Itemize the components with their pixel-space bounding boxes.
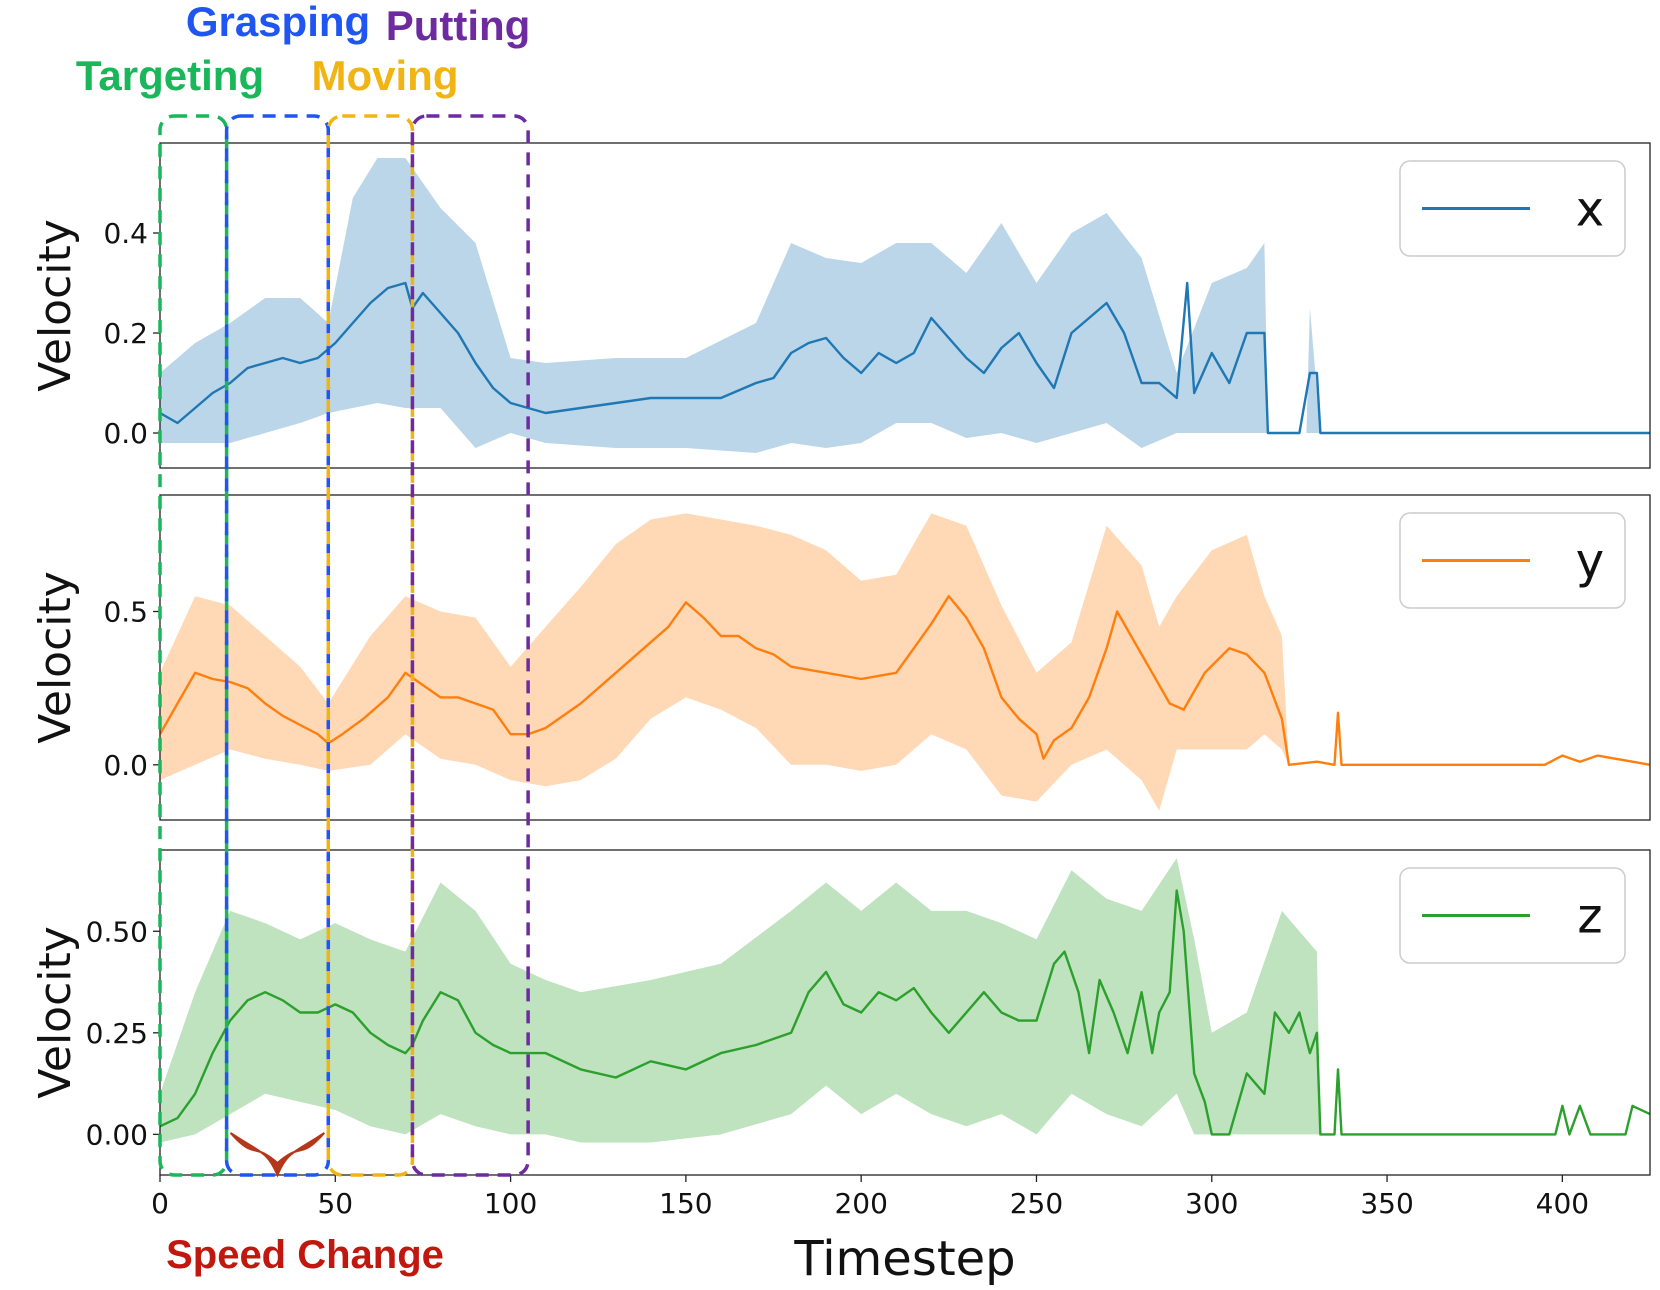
panel-x: 0.0 0.2 0.4 Velocity x	[30, 142, 1651, 469]
panel-y: 0.0 0.5 Velocity y	[30, 494, 1651, 821]
phase-label-putting: Putting	[386, 2, 531, 49]
xtick-label: 150	[659, 1187, 712, 1220]
ytick-label: 0.00	[86, 1118, 148, 1151]
ytick-label: 0.50	[86, 915, 148, 948]
phase-label-targeting: Targeting	[76, 52, 264, 99]
phase-box-putting	[410, 114, 530, 1177]
series-line-x	[159, 281, 1650, 435]
xtick-label: 200	[834, 1187, 887, 1220]
ytick-label: 0.25	[86, 1017, 148, 1050]
xtick-label: 100	[484, 1187, 537, 1220]
xtick-label: 350	[1360, 1187, 1413, 1220]
xtick-label: 0	[151, 1187, 169, 1220]
ytick-label: 0.4	[103, 217, 148, 250]
ytick-label: 0.0	[103, 417, 148, 450]
xtick-label: 250	[1010, 1187, 1063, 1220]
phase-label-moving: Moving	[312, 52, 459, 99]
series-line-z	[159, 889, 1651, 1136]
ytick-label: 0.0	[103, 749, 148, 782]
legend-label-x: x	[1576, 182, 1604, 238]
phase-label-grasping: Grasping	[186, 0, 370, 45]
xtick-label: 300	[1185, 1187, 1238, 1220]
xtick-label: 400	[1536, 1187, 1589, 1220]
confidence-band-z	[160, 858, 1650, 1143]
x-axis-label: Timestep	[793, 1231, 1015, 1287]
y-axis-label: Velocity	[30, 571, 81, 744]
phase-box-moving	[326, 114, 415, 1177]
legend-label-y: y	[1576, 534, 1604, 590]
y-axis-label: Velocity	[30, 219, 81, 392]
phase-box-targeting	[158, 114, 229, 1177]
y-axis-label: Velocity	[30, 926, 81, 1099]
legend-label-z: z	[1577, 889, 1602, 945]
xtick-label: 50	[317, 1187, 353, 1220]
ytick-label: 0.2	[103, 317, 148, 350]
confidence-band-x	[160, 158, 1650, 453]
series-line-y	[158, 595, 1651, 766]
speed-change-brace-icon	[229, 1132, 326, 1178]
ytick-label: 0.5	[103, 596, 148, 629]
speed-change-label: Speed Change	[166, 1233, 444, 1277]
